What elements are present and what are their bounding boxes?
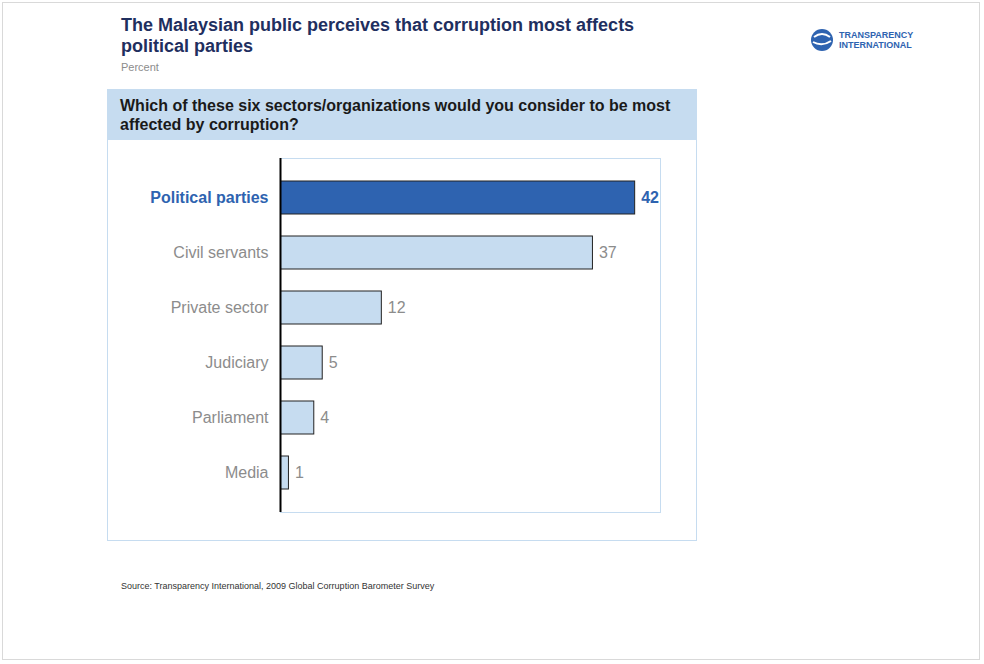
html-text:Which of these six sectors/org: Which of these six sectors/organizations… — [120, 97, 671, 133]
html-text:TRANSPARENCY INTERNATIONAL: TRANSPARENCY INTERNATIONAL — [839, 30, 914, 50]
svg-text:Private sector: Private sector — [171, 299, 269, 316]
html-text:The Malaysian public perceives: The Malaysian public perceives that corr… — [121, 15, 635, 56]
html-text:Source: Transparency Internati: Source: Transparency International, 2009… — [121, 581, 435, 591]
svg-text:Political parties: Political parties — [150, 189, 268, 206]
svg-text:Civil servants: Civil servants — [173, 244, 268, 261]
svg-text:Parliament: Parliament — [192, 409, 269, 426]
svg-text:Judiciary: Judiciary — [205, 354, 268, 371]
svg-text:1: 1 — [295, 464, 304, 481]
svg-text:Media: Media — [225, 464, 269, 481]
svg-text:42: 42 — [641, 189, 659, 206]
html-text:Percent: Percent — [121, 61, 159, 73]
svg-text:12: 12 — [388, 299, 406, 316]
svg-text:4: 4 — [320, 409, 329, 426]
svg-text:5: 5 — [329, 354, 338, 371]
svg-text:37: 37 — [599, 244, 617, 261]
